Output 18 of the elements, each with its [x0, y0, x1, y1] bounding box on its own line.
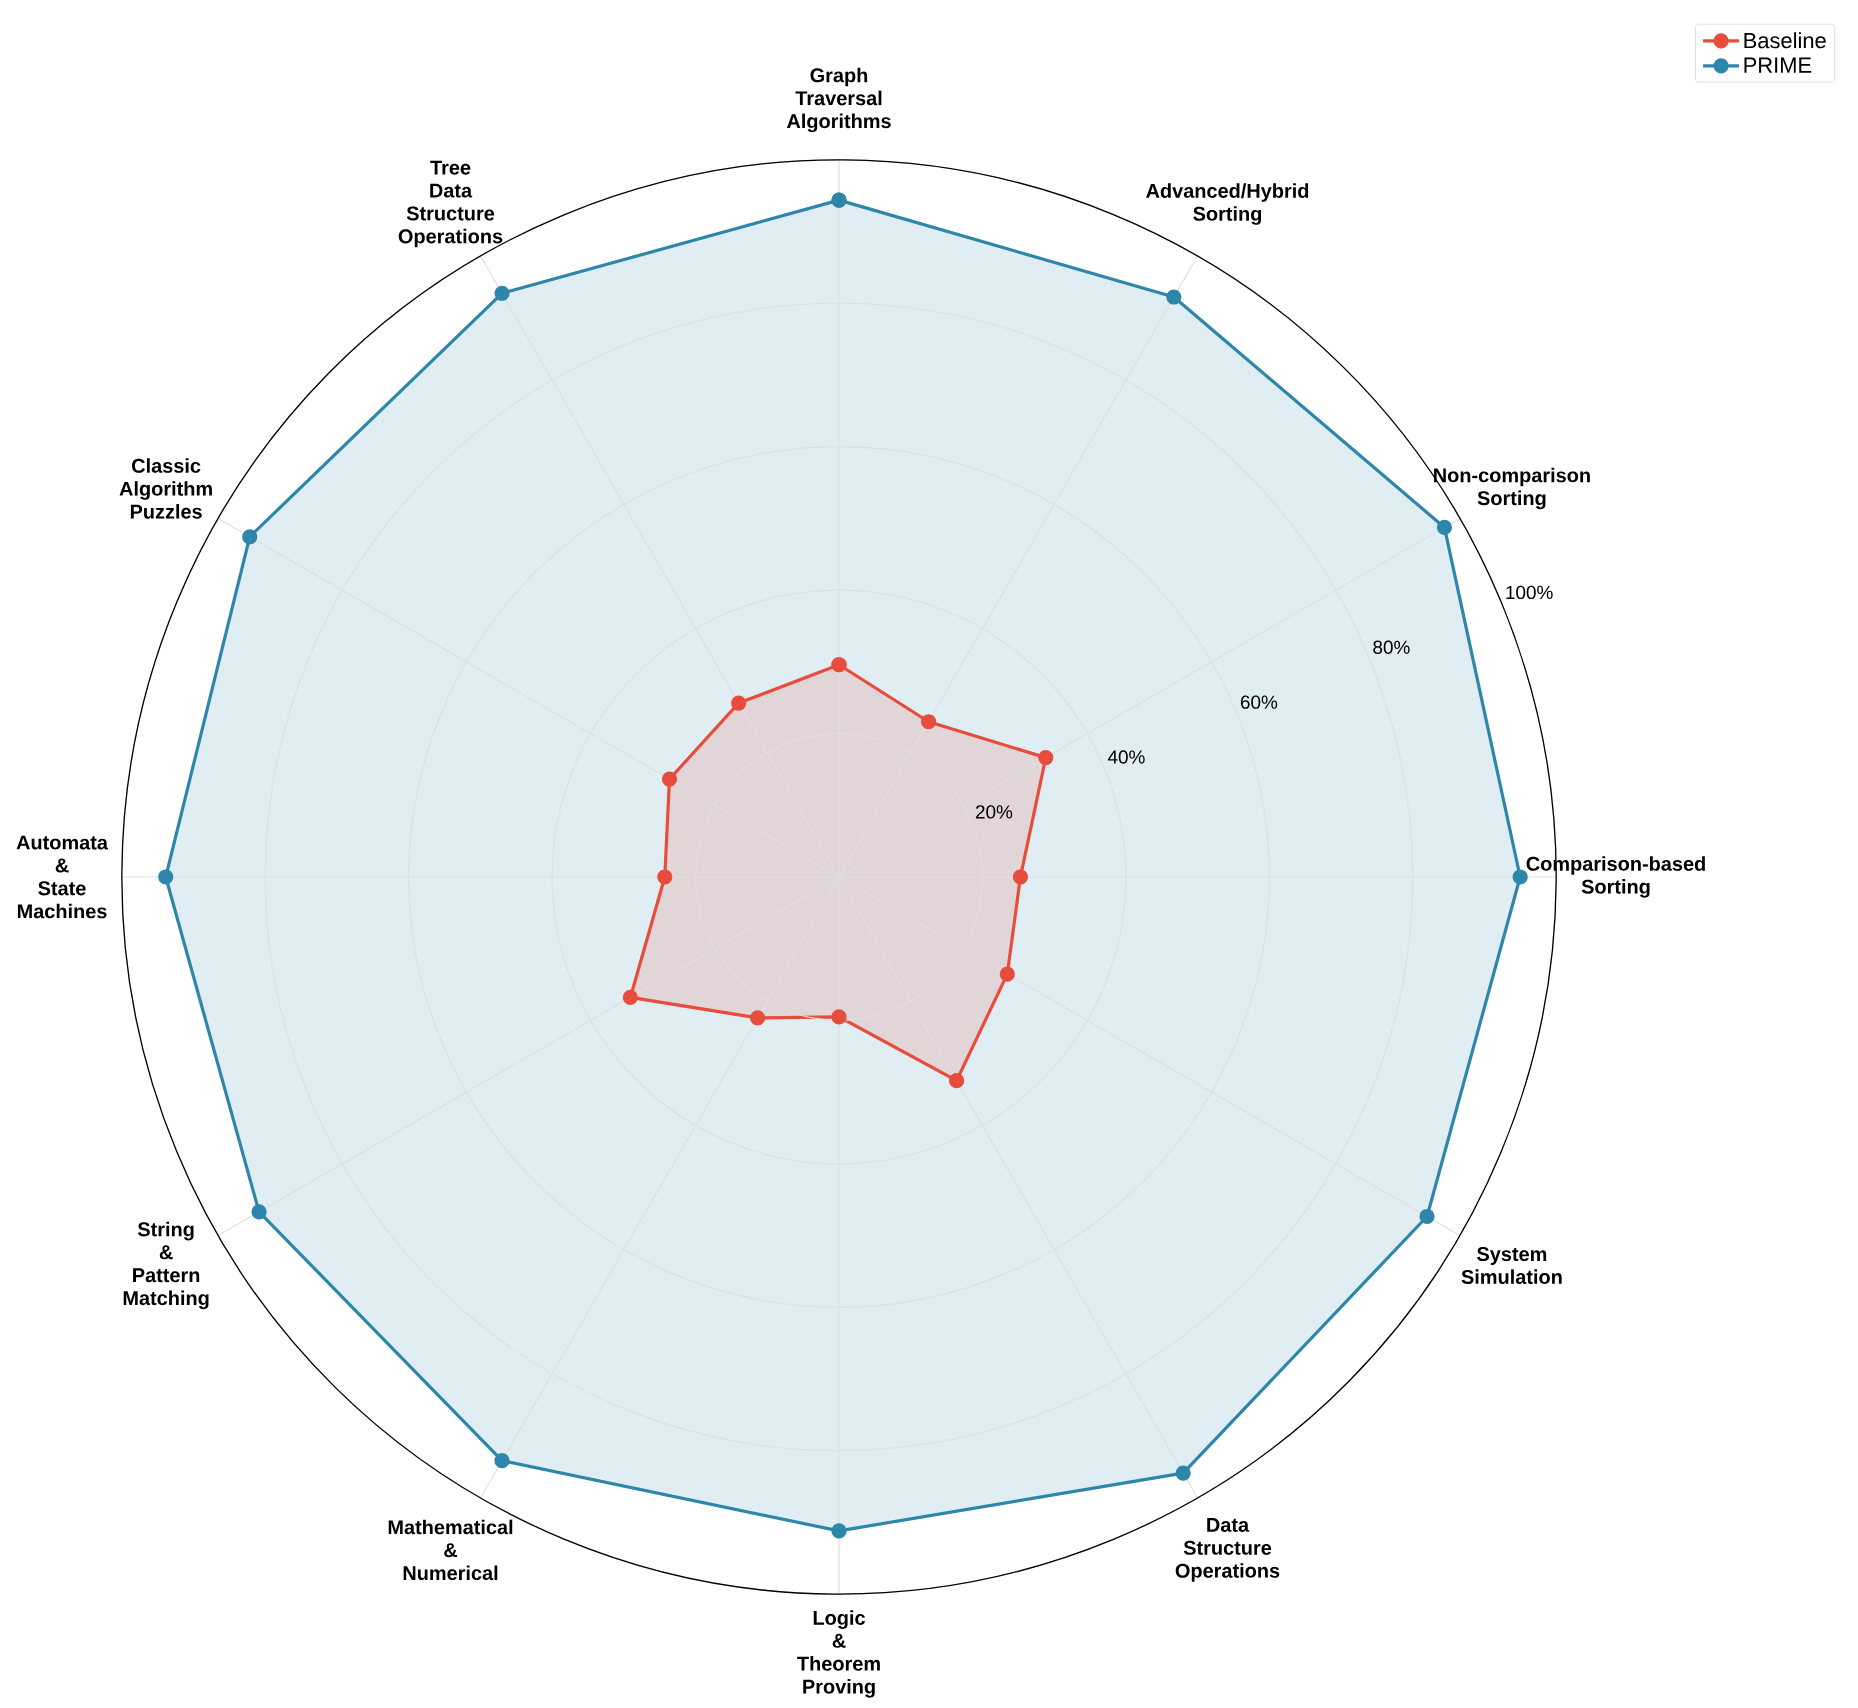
spoke-label: Advanced/Hybrid Sorting [1146, 183, 1309, 225]
spoke-label: Logic & Theorem Proving [797, 1610, 880, 1698]
spoke-label: Non-comparison Sorting [1434, 467, 1590, 510]
y-tick-label: 60% [1240, 695, 1278, 709]
spoke-label: Mathematical & Numerical [388, 1519, 513, 1581]
y-tick-label: 40% [1107, 750, 1145, 764]
spoke-label: Graph Traversal Algorithms [786, 67, 891, 133]
spoke-label: System Simulation [1461, 1246, 1562, 1284]
y-tick-label: 80% [1373, 640, 1410, 654]
legend-label: PRIME [1744, 57, 1812, 73]
spoke-label: Automata & State Machines [16, 835, 109, 919]
spoke-label: String & Pattern Matching [123, 1221, 209, 1310]
legend-label: Baseline [1744, 32, 1826, 49]
y-tick-label: 100% [1506, 585, 1553, 600]
y-tick-label: 20% [975, 805, 1013, 819]
spoke-label: Data Structure Operations [1175, 1518, 1280, 1582]
spoke-label: Classic Algorithm Puzzles [119, 458, 212, 519]
spoke-label: Tree Data Structure Operations [398, 160, 503, 248]
